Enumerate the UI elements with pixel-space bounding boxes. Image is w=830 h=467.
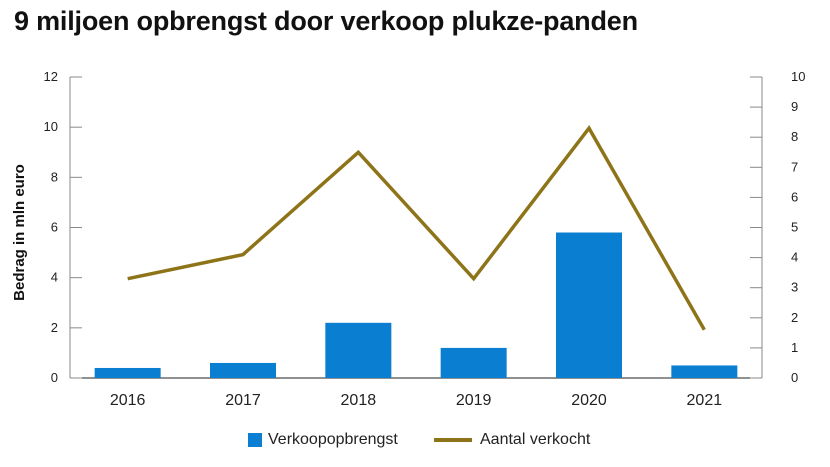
y-tick-label-right: 7 bbox=[791, 159, 798, 174]
bar-2019 bbox=[440, 347, 507, 378]
line-aantal-verkocht bbox=[127, 125, 706, 331]
y-axis-label: Bedrag in mln euro bbox=[11, 164, 28, 301]
y-tick-label-right: 0 bbox=[791, 370, 798, 385]
legend-item-line: Aantal verkocht bbox=[434, 431, 590, 449]
y-tick-label-right: 4 bbox=[791, 250, 798, 265]
legend: Verkoopopbrengst Aantal verkocht bbox=[0, 431, 830, 455]
y-tick-label-right: 9 bbox=[791, 99, 798, 114]
y-tick-label-left: 6 bbox=[51, 220, 58, 235]
bar-2020 bbox=[556, 232, 622, 378]
y-tick-label-right: 10 bbox=[791, 69, 805, 84]
y-tick-label-left: 4 bbox=[51, 270, 58, 285]
x-tick-label: 2018 bbox=[341, 392, 377, 409]
x-tick-label: 2016 bbox=[110, 392, 146, 409]
bar-2017 bbox=[210, 362, 276, 378]
y-tick-label-right: 5 bbox=[791, 220, 798, 235]
y-tick-label-left: 8 bbox=[51, 169, 58, 184]
legend-label-bar: Verkoopopbrengst bbox=[268, 431, 398, 448]
y-tick-label-right: 6 bbox=[791, 189, 798, 204]
x-tick-label: 2021 bbox=[687, 392, 723, 409]
bar-2018 bbox=[325, 322, 392, 378]
y-tick-label-left: 2 bbox=[51, 320, 58, 335]
x-tick-label: 2020 bbox=[571, 392, 607, 409]
legend-item-bar: Verkoopopbrengst bbox=[248, 431, 398, 449]
chart-title: 9 miljoen opbrengst door verkoop plukze-… bbox=[14, 6, 638, 36]
legend-swatch-line bbox=[434, 438, 472, 442]
x-tick-label: 2019 bbox=[456, 392, 492, 409]
y-tick-label-left: 0 bbox=[51, 370, 58, 385]
y-tick-label-left: 12 bbox=[44, 69, 58, 84]
legend-swatch-bar bbox=[248, 433, 262, 447]
y-tick-label-right: 3 bbox=[791, 280, 798, 295]
x-tick-label: 2017 bbox=[225, 392, 261, 409]
y-tick-label-right: 8 bbox=[791, 129, 798, 144]
y-tick-label-right: 2 bbox=[791, 310, 798, 325]
bar-2016 bbox=[94, 367, 161, 378]
legend-label-line: Aantal verkocht bbox=[480, 431, 591, 448]
y-tick-label-right: 1 bbox=[791, 340, 798, 355]
bar-2021 bbox=[671, 365, 738, 378]
y-tick-label-left: 10 bbox=[44, 119, 58, 134]
